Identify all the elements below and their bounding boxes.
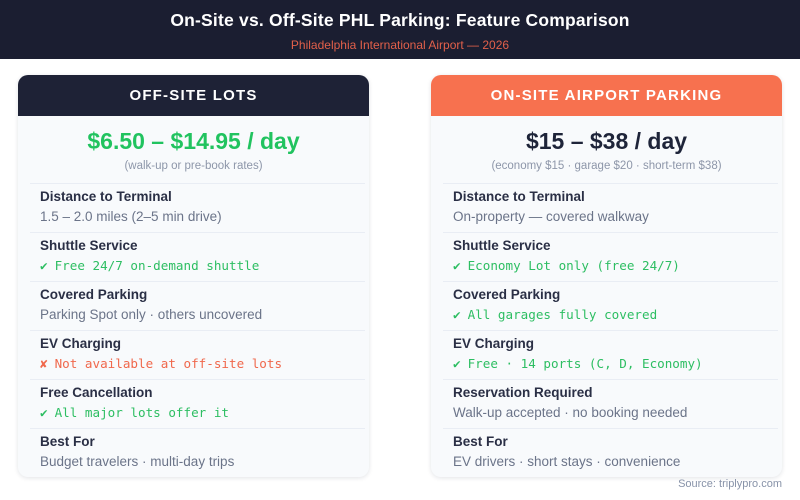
feature-label: Best For [453, 434, 508, 449]
source-credit: Source: triplypro.com [678, 478, 782, 490]
feature-row: Covered Parking ✔ All garages fully covere… [431, 281, 782, 330]
offsite-price: $6.50 – $14.95 / day [87, 128, 300, 154]
comparison-cards: OFF-SITE LOTS $6.50 – $14.95 / day (walk… [0, 59, 800, 477]
feature-row: Reservation Required Walk-up accepted · n… [431, 379, 782, 428]
feature-value: ✔ All major lots offer it [40, 405, 229, 420]
feature-value: ✘ Not available at off-site lots [40, 356, 283, 371]
feature-row: Shuttle Service ✔ Free 24/7 on-demand shut… [18, 232, 369, 281]
feature-value: Walk-up accepted · no booking needed [453, 405, 688, 420]
feature-label: Shuttle Service [453, 238, 551, 253]
feature-value: Budget travelers · multi-day trips [40, 454, 235, 469]
page-header: On-Site vs. Off-Site PHL Parking: Featur… [0, 0, 800, 59]
feature-value: Parking Spot only · others uncovered [40, 307, 263, 322]
feature-value: ✔ Free 24/7 on-demand shuttle [40, 258, 260, 273]
onsite-price-block: $15 – $38 / day (economy $15 · garage $2… [431, 116, 782, 183]
feature-label: Shuttle Service [40, 238, 138, 253]
feature-label: Best For [40, 434, 95, 449]
check-icon: ✔ [40, 405, 48, 420]
onsite-price: $15 – $38 / day [525, 128, 688, 154]
onsite-feature-list: Distance to Terminal On-property — covere… [431, 183, 782, 477]
feature-value: ✔ Economy Lot only (free 24/7) [453, 258, 680, 273]
feature-value: ✔ Free · 14 ports (C, D, Economy) [453, 356, 703, 371]
offsite-price-block: $6.50 – $14.95 / day (walk-up or pre-boo… [18, 116, 369, 183]
page-title: On-Site vs. Off-Site PHL Parking: Featur… [170, 10, 630, 30]
feature-label: EV Charging [453, 336, 535, 351]
feature-label: EV Charging [40, 336, 122, 351]
onsite-price-note: (economy $15 · garage $20 · short-term $… [491, 160, 722, 172]
feature-value: ✔ All garages fully covered [453, 307, 658, 322]
offsite-feature-list: Distance to Terminal 1.5 – 2.0 miles (2–5… [18, 183, 369, 477]
feature-value: EV drivers · short stays · convenience [453, 454, 681, 469]
check-icon: ✔ [453, 307, 461, 322]
feature-row: Free Cancellation ✔ All major lots offer i… [18, 379, 369, 428]
cross-icon: ✘ [40, 356, 48, 371]
offsite-price-note: (walk-up or pre-book rates) [124, 160, 263, 172]
page-subtitle: Philadelphia International Airport — 202… [290, 38, 510, 52]
feature-row: Covered Parking Parking Spot only · other… [18, 281, 369, 330]
check-icon: ✔ [453, 258, 461, 273]
feature-label: Free Cancellation [40, 385, 153, 400]
feature-label: Covered Parking [40, 287, 148, 302]
offsite-card-header: OFF-SITE LOTS [18, 75, 369, 116]
onsite-card-header: ON-SITE AIRPORT PARKING [431, 75, 782, 116]
feature-label: Distance to Terminal [453, 189, 585, 204]
feature-label: Reservation Required [453, 385, 593, 400]
feature-label: Covered Parking [453, 287, 561, 302]
feature-value: On-property — covered walkway [453, 209, 649, 224]
feature-row: Best For EV drivers · short stays · conve… [431, 428, 782, 477]
card-onsite-parking: ON-SITE AIRPORT PARKING $15 – $38 / day … [431, 75, 782, 477]
feature-row: Distance to Terminal 1.5 – 2.0 miles (2–5… [18, 183, 369, 232]
feature-row: EV Charging ✔ Free · 14 ports (C, D, Econo… [431, 330, 782, 379]
feature-row: Shuttle Service ✔ Economy Lot only (free 2… [431, 232, 782, 281]
feature-row: Distance to Terminal On-property — covere… [431, 183, 782, 232]
check-icon: ✔ [40, 258, 48, 273]
check-icon: ✔ [453, 356, 461, 371]
feature-row: EV Charging ✘ Not available at off-site lo… [18, 330, 369, 379]
feature-label: Distance to Terminal [40, 189, 172, 204]
card-offsite-lots: OFF-SITE LOTS $6.50 – $14.95 / day (walk… [18, 75, 369, 477]
feature-value: 1.5 – 2.0 miles (2–5 min drive) [40, 209, 222, 224]
feature-row: Best For Budget travelers · multi-day tri… [18, 428, 369, 477]
